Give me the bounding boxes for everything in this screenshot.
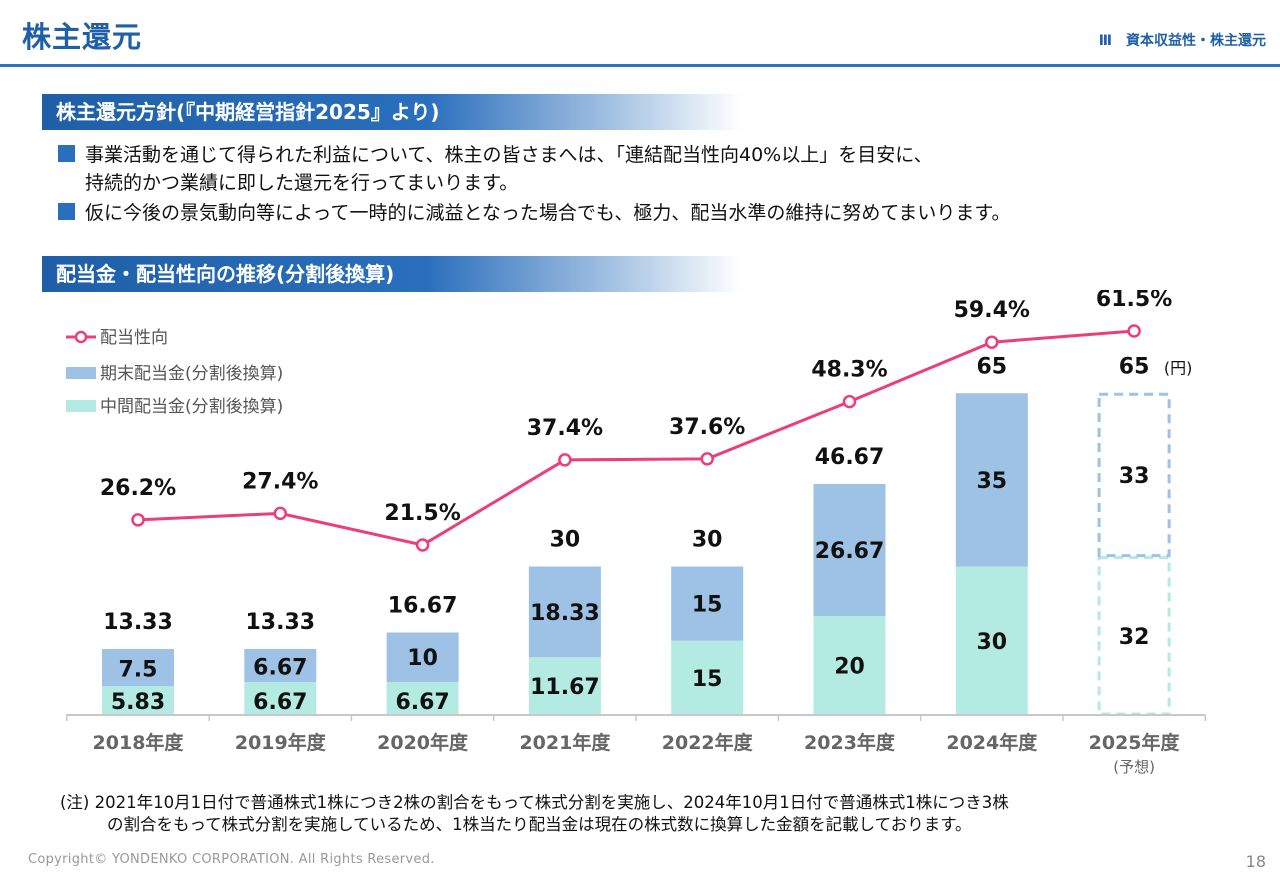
payout-ratio-label: 61.5% bbox=[1096, 290, 1172, 312]
x-tick-label: 2024年度 bbox=[946, 731, 1038, 754]
chart-heading: 配当金・配当性向の推移(分割後換算) bbox=[42, 256, 742, 292]
page-number: 18 bbox=[1245, 852, 1266, 871]
policy-heading: 株主還元方針(『中期経営指針2025』より) bbox=[42, 94, 742, 130]
payout-ratio-label: 37.6% bbox=[669, 415, 745, 440]
bar-year-end bbox=[386, 632, 459, 682]
bar-year-end-value-label: 26.67 bbox=[815, 539, 885, 564]
footnote-line-2: の割合をもって株式分割を実施しているため、1株当たり配当金は現在の株式数に換算し… bbox=[107, 815, 972, 834]
payout-ratio-label: 27.4% bbox=[242, 469, 318, 494]
square-bullet-icon bbox=[58, 203, 75, 220]
bar-year-end-value-label: 6.67 bbox=[253, 655, 307, 680]
bar-total-label: 13.33 bbox=[246, 610, 316, 635]
bar-interim bbox=[244, 681, 317, 715]
x-tick-label: 2025年度 bbox=[1089, 731, 1181, 754]
payout-ratio-point bbox=[558, 453, 572, 467]
bar-total-label: 30 bbox=[550, 528, 581, 553]
chart-legend: 配当性向 期末配当金(分割後換算) 中間配当金(分割後換算) bbox=[66, 328, 283, 417]
unit-label: (円) bbox=[1164, 358, 1193, 377]
footnote-line-1: (注) 2021年10月1日付で普通株式1株につき2株の割合をもって株式分割を実… bbox=[60, 793, 1009, 812]
bar-year-end-value-label: 18.33 bbox=[530, 601, 600, 626]
payout-ratio-point bbox=[700, 452, 714, 466]
chart-plot-area: 5.83 7.5 13.33 2018年度 6.67 6.67 13.33 2019年度 6.6… bbox=[66, 290, 1206, 776]
bar-year-end-value-label: 35 bbox=[976, 469, 1007, 494]
bar-interim-value-label: 11.67 bbox=[530, 675, 600, 700]
bar-total-label: 30 bbox=[692, 528, 723, 553]
payout-ratio-point bbox=[842, 394, 857, 409]
bar-interim bbox=[813, 616, 886, 715]
bar-total-label: 13.33 bbox=[103, 610, 173, 635]
policy-bullet-1: 事業活動を通じて得られた利益について、株主の皆さまへは、「連結配当性向40%以上… bbox=[58, 141, 933, 197]
payout-ratio-label: 26.2% bbox=[100, 476, 176, 501]
bar-year-end bbox=[813, 483, 886, 616]
section-label: Ⅲ 資本収益性・株主還元 bbox=[1098, 33, 1266, 49]
page-title: 株主還元 bbox=[22, 20, 143, 54]
bar-interim bbox=[955, 566, 1028, 715]
bar-year-end bbox=[102, 649, 174, 687]
bar-year-end-value-label: 7.5 bbox=[119, 658, 158, 683]
bar-year-end-value-label: 33 bbox=[1119, 464, 1150, 489]
payout-ratio-point bbox=[273, 506, 288, 521]
bar-total-label: 65 bbox=[1119, 354, 1150, 379]
legend-interim-swatch bbox=[66, 400, 96, 412]
bar-interim-value-label: 6.67 bbox=[395, 690, 449, 715]
legend-year-end-label: 期末配当金(分割後換算) bbox=[100, 364, 283, 384]
policy-bullet-2: 仮に今後の景気動向等によって一時的に減益となった場合でも、極力、配当水準の維持に… bbox=[58, 199, 1011, 227]
bar-year-end bbox=[671, 566, 744, 641]
payout-ratio-label: 48.3% bbox=[811, 358, 887, 383]
dividend-chart: 配当性向 期末配当金(分割後換算) 中間配当金(分割後換算) 5.83 7.5 13… bbox=[66, 290, 1206, 776]
payout-ratio-point bbox=[415, 538, 430, 552]
payout-ratio-point bbox=[1127, 324, 1141, 338]
bar-total-label: 16.67 bbox=[388, 593, 458, 618]
bar-year-end-value-label: 15 bbox=[692, 593, 723, 618]
legend-payout-marker-icon bbox=[74, 330, 88, 344]
payout-ratio-label: 37.4% bbox=[527, 416, 603, 441]
x-tick-label: 2018年度 bbox=[93, 731, 185, 754]
bar-interim-value-label: 32 bbox=[1119, 625, 1150, 650]
bar-interim bbox=[386, 681, 459, 715]
policy-bullet-1-line-2: 持続的かつ業績に即した還元を行ってまいります。 bbox=[85, 172, 519, 194]
bar-year-end bbox=[955, 393, 1028, 567]
copyright-text: Copyright© YONDENKO CORPORATION. All Rig… bbox=[28, 852, 435, 867]
title-divider bbox=[0, 64, 1280, 67]
bar-interim bbox=[671, 640, 744, 715]
bar-interim-value-label: 5.83 bbox=[111, 690, 165, 715]
bar-interim-value-label: 15 bbox=[692, 667, 723, 692]
legend-year-end-swatch bbox=[66, 367, 96, 379]
legend-interim-label: 中間配当金(分割後換算) bbox=[100, 397, 283, 417]
payout-ratio-label: 21.5% bbox=[384, 501, 460, 526]
x-tick-label: 2022年度 bbox=[662, 731, 754, 754]
footnote: (注) 2021年10月1日付で普通株式1株につき2株の割合をもって株式分割を実… bbox=[60, 792, 1009, 836]
payout-ratio-line bbox=[137, 329, 1135, 547]
bar-total-label: 65 bbox=[976, 354, 1007, 379]
x-tick-label: 2020年度 bbox=[377, 731, 469, 754]
payout-ratio-point bbox=[131, 513, 145, 527]
bar-year-end-forecast bbox=[1097, 392, 1171, 558]
x-tick-forecast-note: (予想) bbox=[1113, 758, 1155, 776]
bar-interim-value-label: 20 bbox=[834, 655, 865, 680]
bar-year-end-value-label: 10 bbox=[407, 646, 438, 671]
square-bullet-icon bbox=[58, 145, 75, 162]
policy-bullet-2-text: 仮に今後の景気動向等によって一時的に減益となった場合でも、極力、配当水準の維持に… bbox=[85, 202, 1011, 224]
bar-year-end bbox=[528, 566, 601, 658]
payout-ratio-label: 59.4% bbox=[954, 298, 1030, 323]
bar-interim-value-label: 6.67 bbox=[253, 690, 307, 715]
bar-interim-value-label: 30 bbox=[976, 630, 1007, 655]
bar-interim bbox=[528, 657, 601, 715]
bar-total-label: 46.67 bbox=[815, 445, 885, 470]
x-tick-label: 2019年度 bbox=[235, 731, 327, 754]
x-tick-label: 2023年度 bbox=[804, 731, 896, 754]
legend-payout-label: 配当性向 bbox=[100, 328, 168, 348]
payout-ratio-point bbox=[985, 335, 999, 349]
policy-bullet-1-line-1: 事業活動を通じて得られた利益について、株主の皆さまへは、「連結配当性向40%以上… bbox=[85, 144, 933, 166]
x-tick-label: 2021年度 bbox=[519, 731, 611, 754]
bar-interim bbox=[102, 686, 174, 715]
bar-year-end bbox=[244, 648, 317, 682]
